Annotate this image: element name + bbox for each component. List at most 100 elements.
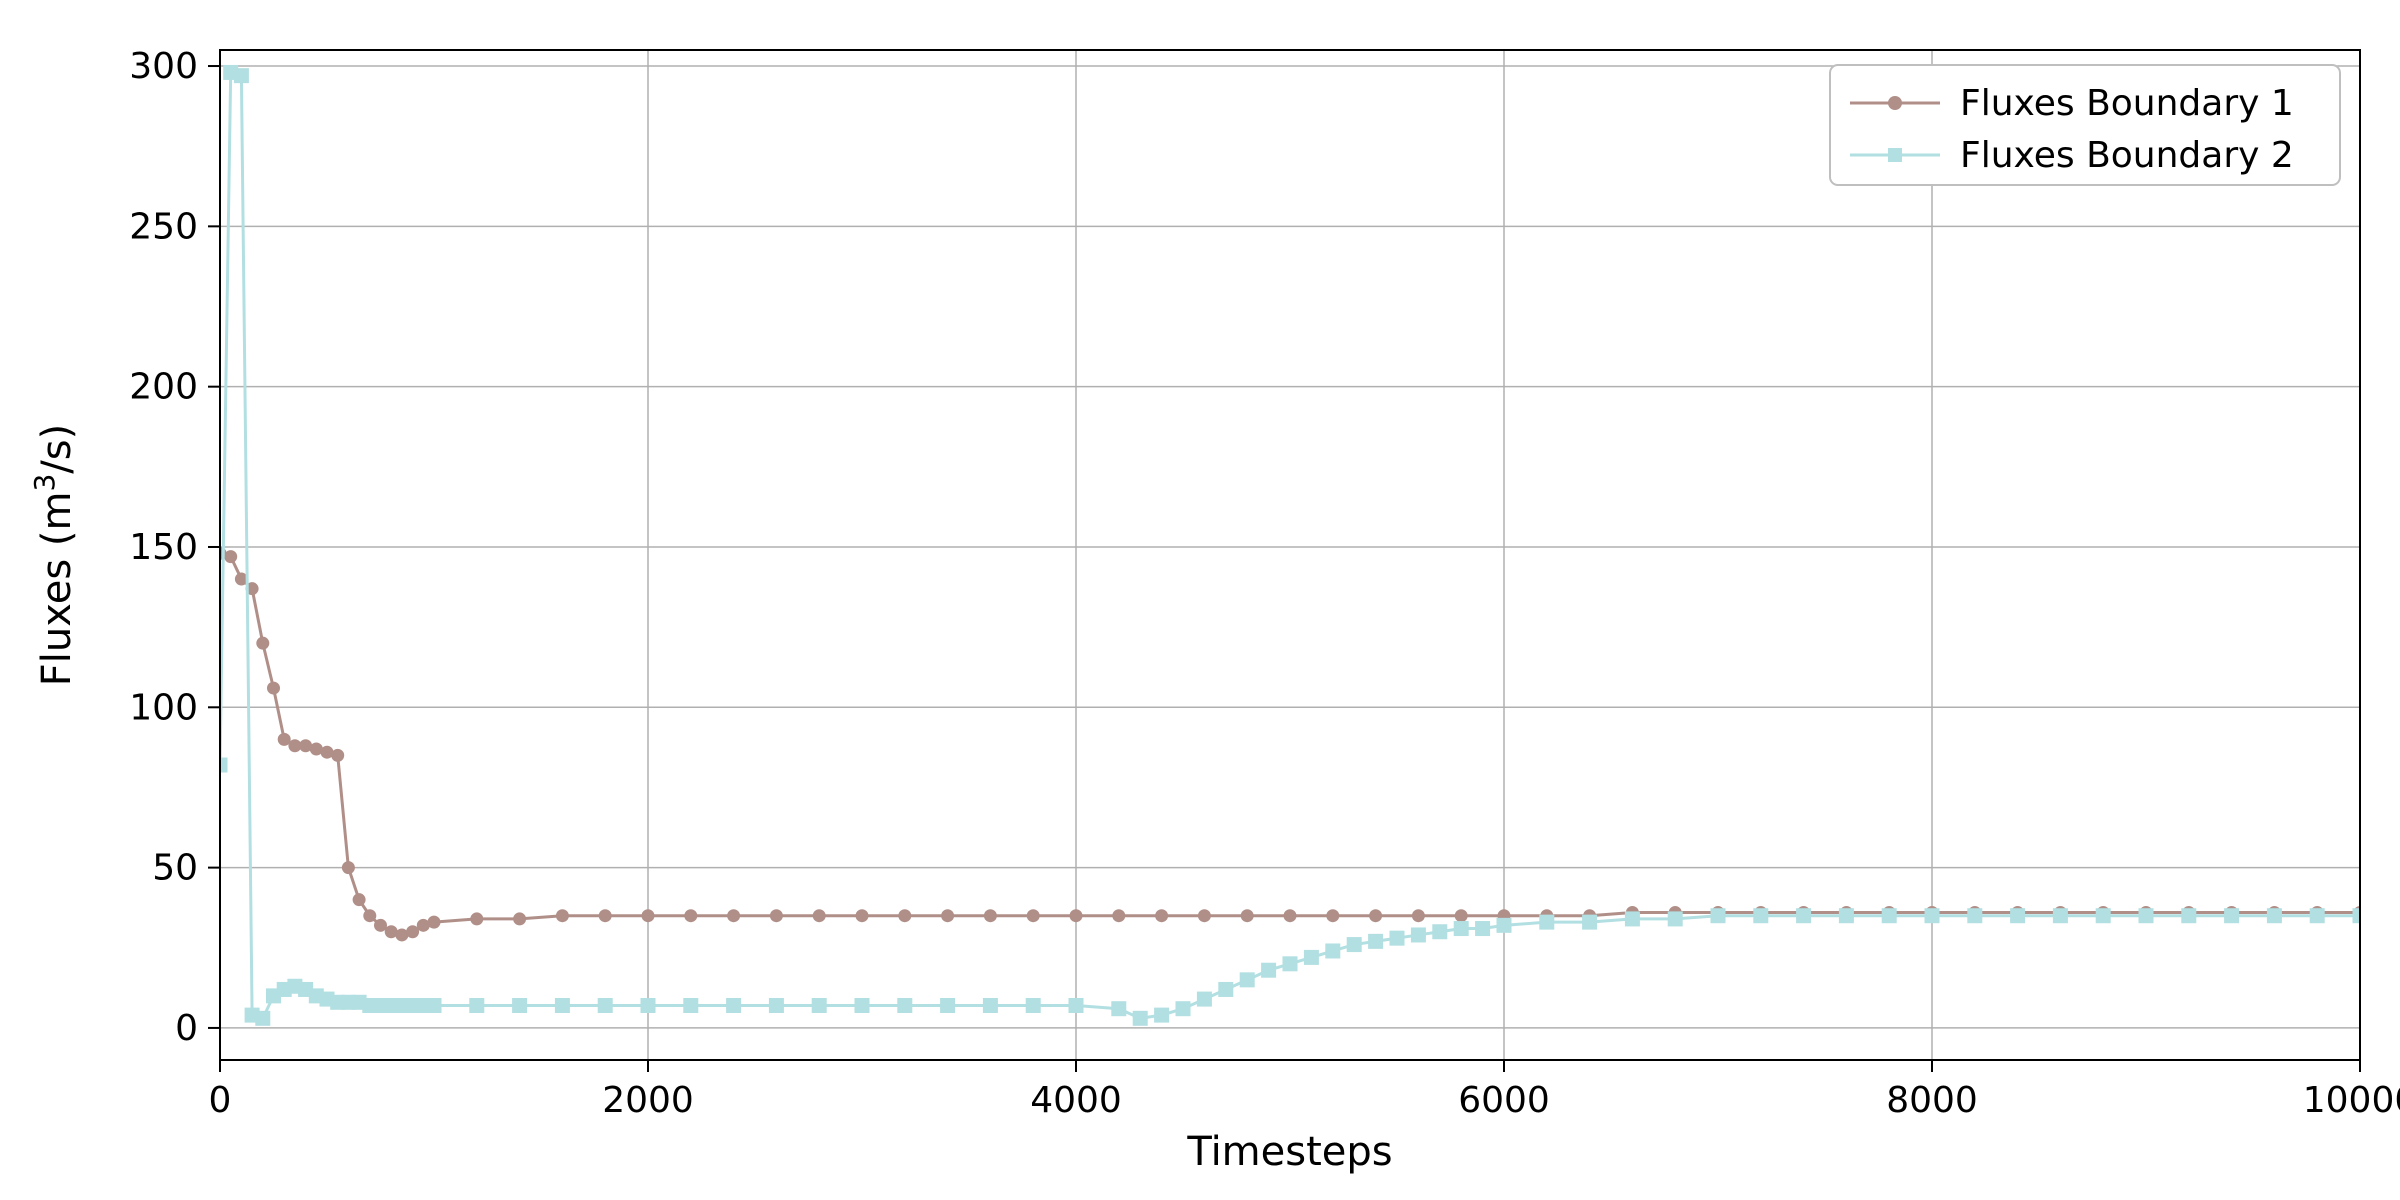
flux-chart: 0200040006000800010000050100150200250300…	[0, 0, 2400, 1200]
marker-square	[1476, 922, 1490, 936]
marker-circle	[856, 910, 868, 922]
marker-square	[1304, 950, 1318, 964]
ytick-label: 100	[129, 687, 198, 728]
marker-square	[1326, 944, 1340, 958]
marker-square	[1625, 912, 1639, 926]
marker-square	[1069, 998, 1083, 1012]
marker-circle	[385, 926, 397, 938]
legend-label: Fluxes Boundary 2	[1960, 135, 2294, 176]
ylabel-part: /s)	[34, 424, 80, 474]
marker-circle	[278, 733, 290, 745]
xtick-label: 4000	[1030, 1080, 1122, 1121]
marker-circle	[770, 910, 782, 922]
marker-square	[1882, 909, 1896, 923]
ytick-label: 250	[129, 206, 198, 247]
marker-circle	[728, 910, 740, 922]
marker-square	[1240, 973, 1254, 987]
marker-circle	[1198, 910, 1210, 922]
marker-square	[1176, 1002, 1190, 1016]
marker-square	[898, 998, 912, 1012]
marker-square	[1711, 909, 1725, 923]
marker-circle	[428, 916, 440, 928]
xtick-label: 0	[209, 1080, 232, 1121]
marker-square	[1197, 992, 1211, 1006]
ytick-label: 300	[129, 46, 198, 87]
marker-square	[427, 998, 441, 1012]
marker-square	[1155, 1008, 1169, 1022]
marker-square	[1540, 915, 1554, 929]
marker-circle	[1070, 910, 1082, 922]
marker-circle	[1027, 910, 1039, 922]
marker-square	[256, 1011, 270, 1025]
marker-square	[470, 998, 484, 1012]
marker-circle	[1412, 910, 1424, 922]
marker-circle	[899, 910, 911, 922]
marker-square	[812, 998, 826, 1012]
marker-square	[1433, 925, 1447, 939]
marker-circle	[310, 743, 322, 755]
marker-square	[2139, 909, 2153, 923]
marker-square	[1219, 982, 1233, 996]
ylabel-super: 3	[28, 474, 61, 492]
marker-circle	[375, 919, 387, 931]
marker-circle	[342, 862, 354, 874]
xtick-label: 8000	[1886, 1080, 1978, 1121]
marker-circle	[1370, 910, 1382, 922]
marker-circle	[642, 910, 654, 922]
marker-square	[2267, 909, 2281, 923]
marker-square	[1369, 934, 1383, 948]
marker-circle	[1455, 910, 1467, 922]
marker-square	[983, 998, 997, 1012]
xlabel: Timesteps	[1186, 1129, 1392, 1175]
marker-circle	[471, 913, 483, 925]
marker-square	[1968, 909, 1982, 923]
marker-square	[2182, 909, 2196, 923]
marker-circle	[1327, 910, 1339, 922]
marker-square	[1925, 909, 1939, 923]
marker-circle	[300, 740, 312, 752]
marker-circle	[407, 926, 419, 938]
marker-square	[598, 998, 612, 1012]
marker-square	[2053, 909, 2067, 923]
marker-circle	[599, 910, 611, 922]
marker-square	[1112, 1002, 1126, 1016]
chart-svg: 0200040006000800010000050100150200250300…	[0, 0, 2400, 1200]
marker-square	[2225, 909, 2239, 923]
marker-square	[555, 998, 569, 1012]
marker-circle	[396, 929, 408, 941]
marker-square	[1839, 909, 1853, 923]
marker-square	[1262, 963, 1276, 977]
marker-square	[1026, 998, 1040, 1012]
marker-circle	[257, 637, 269, 649]
marker-square	[1583, 915, 1597, 929]
marker-circle	[332, 749, 344, 761]
marker-square	[1797, 909, 1811, 923]
marker-square	[1497, 918, 1511, 932]
marker-square	[1668, 912, 1682, 926]
marker-square	[1283, 957, 1297, 971]
marker-square	[2011, 909, 2025, 923]
marker-square	[855, 998, 869, 1012]
marker-square	[941, 998, 955, 1012]
ytick-label: 150	[129, 527, 198, 568]
marker-circle	[225, 551, 237, 563]
ytick-label: 50	[152, 848, 198, 889]
marker-square	[1133, 1011, 1147, 1025]
marker-circle	[813, 910, 825, 922]
xtick-label: 2000	[602, 1080, 694, 1121]
marker-square	[769, 998, 783, 1012]
marker-circle	[556, 910, 568, 922]
marker-circle	[321, 746, 333, 758]
marker-circle	[1284, 910, 1296, 922]
marker-circle	[1113, 910, 1125, 922]
marker-square	[1347, 938, 1361, 952]
marker-circle	[942, 910, 954, 922]
marker-circle	[1156, 910, 1168, 922]
marker-circle	[268, 682, 280, 694]
xtick-label: 6000	[1458, 1080, 1550, 1121]
marker-square	[641, 998, 655, 1012]
xtick-label: 10000	[2303, 1080, 2400, 1121]
marker-square	[1390, 931, 1404, 945]
marker-circle	[685, 910, 697, 922]
ytick-label: 0	[175, 1008, 198, 1049]
